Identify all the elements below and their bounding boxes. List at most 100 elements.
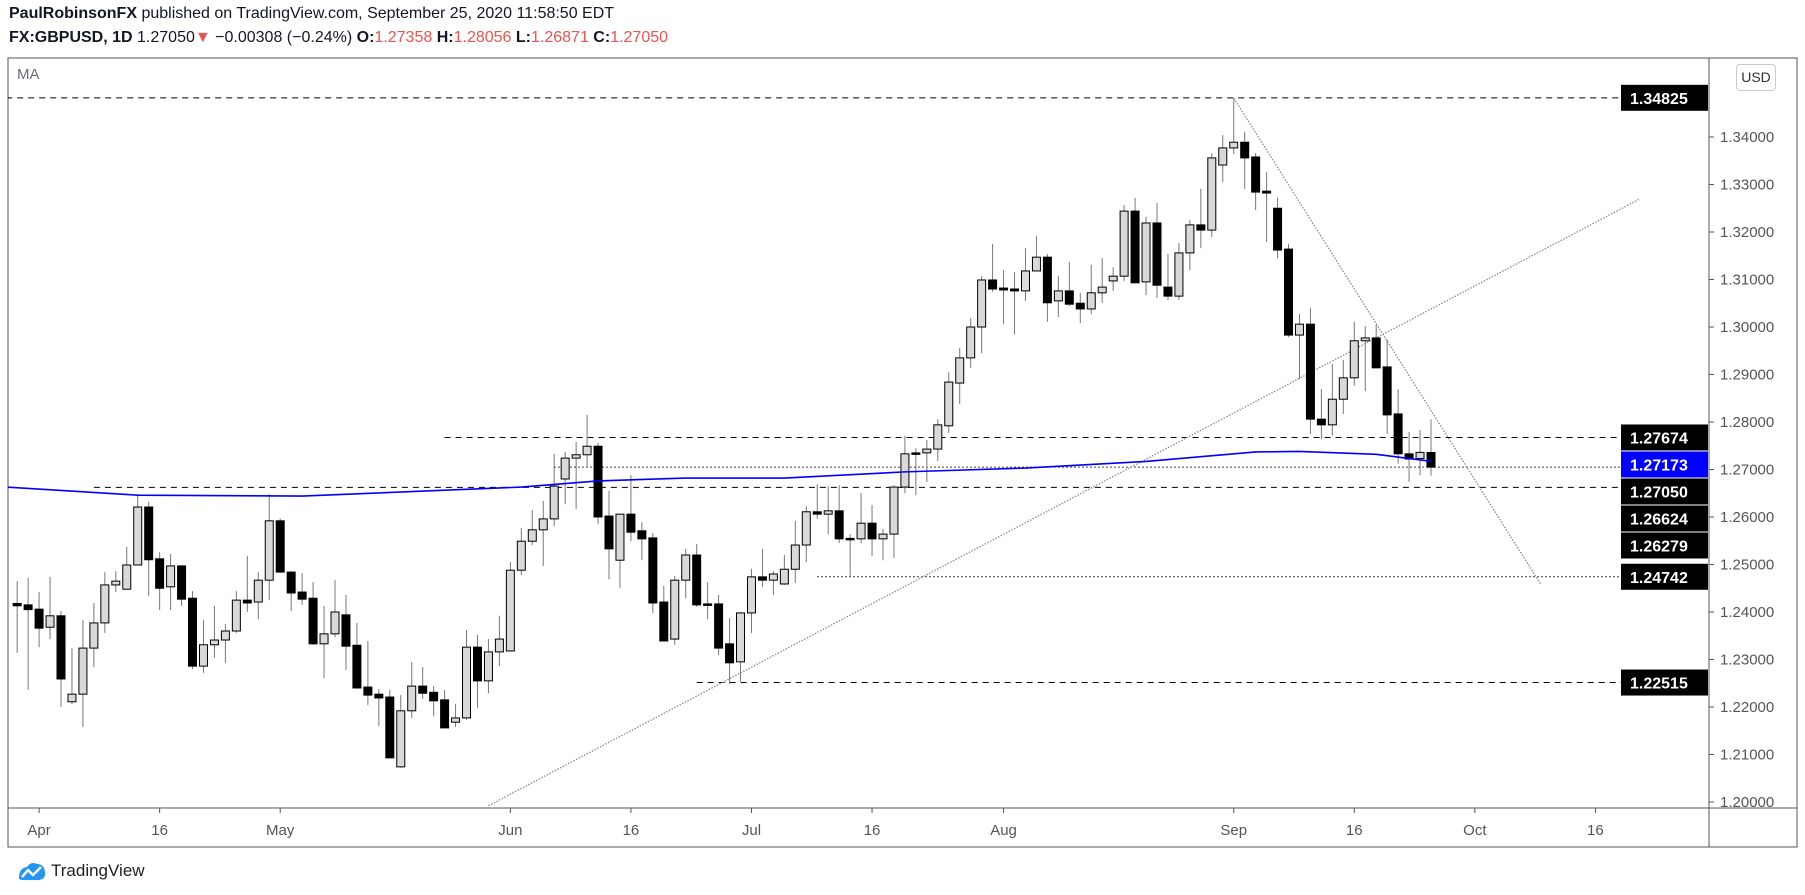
candle[interactable] — [363, 640, 373, 706]
candle[interactable] — [812, 484, 822, 519]
candle[interactable] — [746, 568, 756, 633]
candle[interactable] — [571, 441, 581, 509]
time-axis[interactable]: Apr 16 May Jun 16 Jul 16 Aug Sep 16 Oct 16 — [27, 808, 1604, 839]
candle[interactable] — [1338, 359, 1348, 414]
candle[interactable] — [790, 520, 800, 584]
price-label[interactable]: 1.27050 — [1621, 478, 1708, 505]
candle[interactable] — [604, 490, 614, 580]
ma-line[interactable] — [6, 450, 1432, 497]
candle[interactable] — [1218, 135, 1228, 183]
candle[interactable] — [451, 704, 461, 727]
footer-brand[interactable]: TradingView — [17, 860, 145, 882]
candle[interactable] — [900, 435, 910, 494]
candle[interactable] — [440, 689, 450, 729]
candle[interactable] — [231, 591, 241, 633]
candle[interactable] — [1284, 243, 1294, 337]
candle[interactable] — [308, 582, 318, 645]
candle[interactable] — [1042, 253, 1052, 322]
candle[interactable] — [801, 506, 811, 563]
candle[interactable] — [396, 695, 406, 768]
candle[interactable] — [779, 555, 789, 585]
candle[interactable] — [516, 527, 526, 575]
candle[interactable] — [352, 622, 362, 689]
candle[interactable] — [1152, 203, 1162, 299]
candle[interactable] — [1086, 264, 1096, 315]
candle[interactable] — [429, 686, 439, 717]
candle[interactable] — [1108, 267, 1118, 291]
candle[interactable] — [385, 689, 395, 759]
author-name[interactable]: PaulRobinsonFX — [9, 5, 137, 22]
candle[interactable] — [297, 573, 307, 605]
candle[interactable] — [144, 501, 154, 596]
candle[interactable] — [407, 661, 417, 718]
candle[interactable] — [56, 611, 66, 707]
candle[interactable] — [34, 592, 44, 648]
candle[interactable] — [714, 594, 724, 656]
candle[interactable] — [1251, 153, 1261, 211]
candle[interactable] — [1349, 321, 1359, 386]
candle[interactable] — [1316, 389, 1326, 440]
candle[interactable] — [1185, 220, 1195, 270]
candle[interactable] — [188, 591, 198, 669]
candle[interactable] — [670, 575, 680, 645]
candle[interactable] — [626, 475, 636, 542]
candle[interactable] — [856, 492, 866, 544]
candle[interactable] — [122, 546, 132, 590]
candle[interactable] — [681, 548, 691, 599]
candle[interactable] — [955, 347, 965, 404]
indicator-label-ma[interactable]: MA — [17, 66, 40, 83]
candle[interactable] — [45, 576, 55, 640]
candle[interactable] — [1119, 204, 1129, 281]
candle[interactable] — [1415, 430, 1425, 476]
candle[interactable] — [220, 623, 230, 663]
candle[interactable] — [615, 513, 625, 588]
candle[interactable] — [1305, 308, 1315, 434]
candle[interactable] — [582, 414, 592, 468]
candle[interactable] — [637, 522, 647, 561]
candle[interactable] — [418, 667, 428, 699]
candle[interactable] — [1426, 419, 1436, 476]
candle[interactable] — [242, 555, 252, 612]
candle[interactable] — [725, 618, 735, 685]
candle[interactable] — [768, 571, 778, 595]
candle[interactable] — [659, 585, 669, 642]
candle[interactable] — [1240, 131, 1250, 189]
candle[interactable] — [1031, 235, 1041, 272]
candle[interactable] — [1262, 172, 1272, 242]
candle[interactable] — [889, 485, 899, 558]
price-label[interactable]: 1.24742 — [1621, 563, 1708, 590]
candle[interactable] — [1163, 253, 1173, 300]
candle[interactable] — [1141, 216, 1151, 296]
candle[interactable] — [1130, 197, 1140, 284]
candle[interactable] — [845, 534, 855, 576]
price-label[interactable]: 1.22515 — [1621, 669, 1708, 696]
candle[interactable] — [1010, 271, 1020, 335]
candle[interactable] — [1097, 258, 1107, 303]
symbol-name[interactable]: FX:GBPUSD, 1D — [9, 29, 133, 46]
candle[interactable] — [1064, 261, 1074, 307]
candle[interactable] — [933, 419, 943, 461]
candle[interactable] — [78, 620, 88, 727]
candle[interactable] — [1393, 389, 1403, 464]
candle[interactable] — [757, 548, 767, 587]
candle[interactable] — [736, 612, 746, 682]
candle[interactable] — [264, 494, 274, 601]
plot-area[interactable] — [6, 97, 1709, 807]
candle[interactable] — [1371, 324, 1381, 369]
candle[interactable] — [560, 451, 570, 505]
candle[interactable] — [966, 317, 976, 368]
candle[interactable] — [23, 577, 33, 690]
candle[interactable] — [89, 602, 99, 668]
price-label[interactable]: 1.26624 — [1621, 505, 1708, 532]
candle[interactable] — [703, 582, 713, 620]
candle[interactable] — [67, 648, 77, 705]
candle[interactable] — [593, 442, 603, 525]
candle[interactable] — [1196, 188, 1206, 249]
candle[interactable] — [374, 688, 384, 726]
candle[interactable] — [922, 440, 932, 482]
candle[interactable] — [1382, 339, 1392, 434]
candle[interactable] — [472, 634, 482, 708]
price-axis[interactable]: 1.34000 1.33000 1.32000 1.31000 1.30000 1.290… — [1709, 129, 1774, 811]
candle[interactable] — [1273, 197, 1283, 259]
ascending-trendline[interactable] — [488, 198, 1640, 807]
